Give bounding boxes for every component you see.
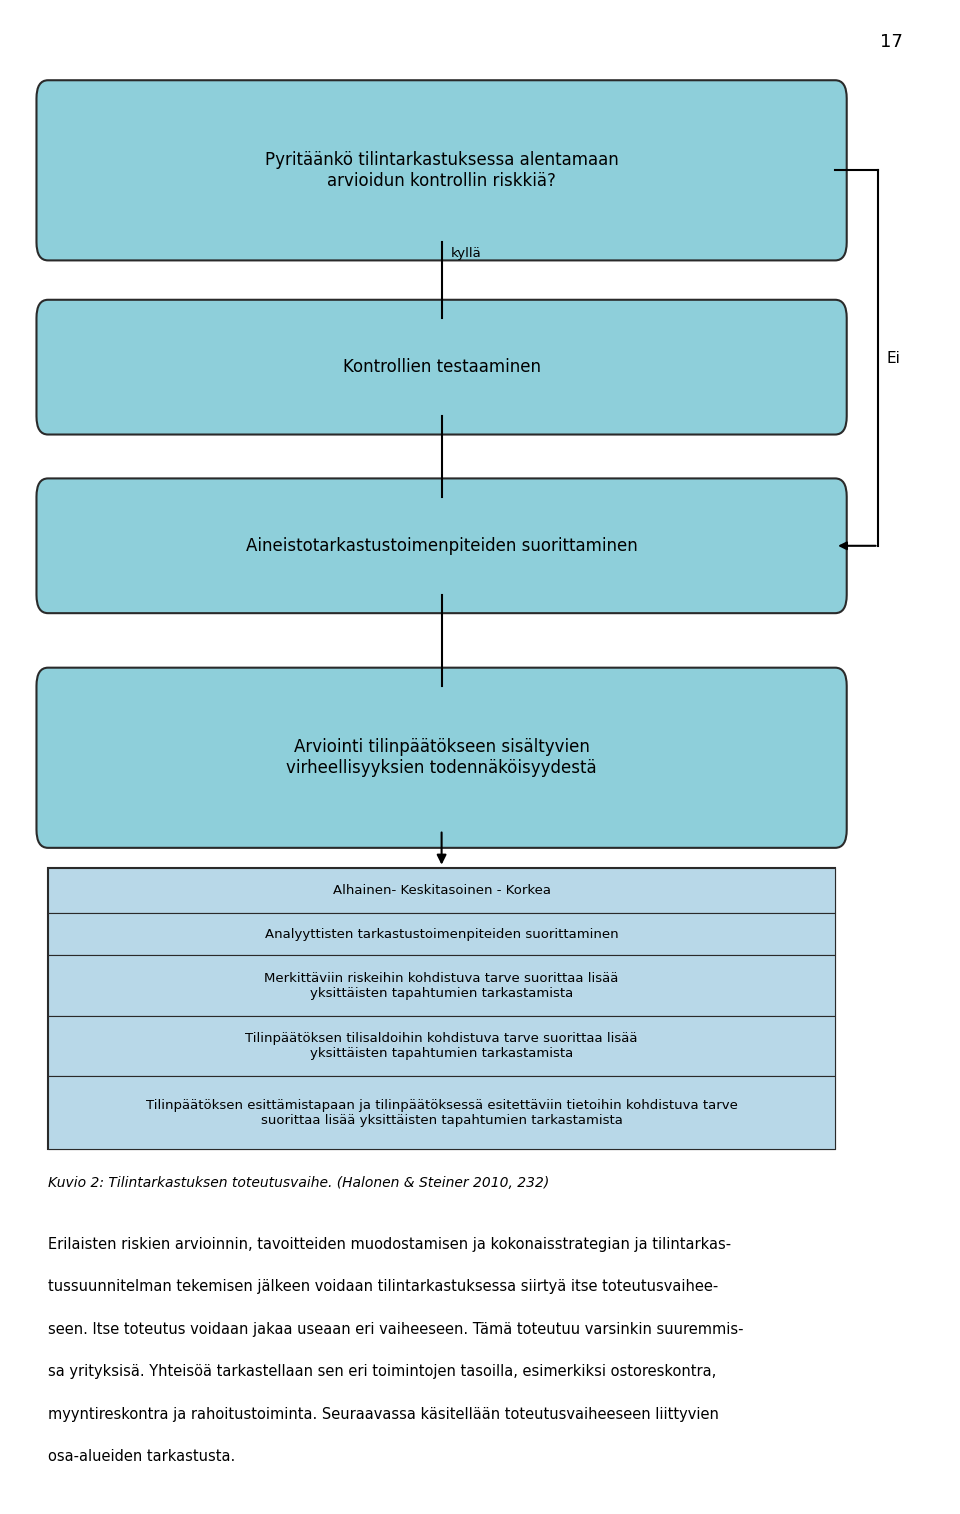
- FancyBboxPatch shape: [36, 478, 847, 613]
- FancyBboxPatch shape: [36, 668, 847, 848]
- Text: Pyritäänkö tilintarkastuksessa alentamaan
arvioidun kontrollin riskkiä?: Pyritäänkö tilintarkastuksessa alentamaa…: [265, 151, 618, 189]
- Text: Erilaisten riskien arvioinnin, tavoitteiden muodostamisen ja kokonaisstrategian : Erilaisten riskien arvioinnin, tavoittei…: [48, 1237, 732, 1252]
- Text: Kuvio 2: Tilintarkastuksen toteutusvaihe. (Halonen & Steiner 2010, 232): Kuvio 2: Tilintarkastuksen toteutusvaihe…: [48, 1176, 549, 1190]
- Text: Tilinpäätöksen tilisaldoihin kohdistuva tarve suorittaa lisää
yksittäisten tapah: Tilinpäätöksen tilisaldoihin kohdistuva …: [246, 1033, 637, 1060]
- Bar: [48, 1016, 835, 1076]
- Text: 17: 17: [879, 33, 902, 51]
- Text: Ei: Ei: [886, 351, 900, 365]
- Bar: [48, 868, 835, 1149]
- Text: Aineistotarkastustoimenpiteiden suorittaminen: Aineistotarkastustoimenpiteiden suoritta…: [246, 537, 637, 554]
- Text: Arviointi tilinpäätökseen sisältyvien
virheellisyyksien todennäköisyydestä: Arviointi tilinpäätökseen sisältyvien vi…: [286, 739, 597, 777]
- Text: seen. Itse toteutus voidaan jakaa useaan eri vaiheeseen. Tämä toteutuu varsinkin: seen. Itse toteutus voidaan jakaa useaan…: [48, 1322, 743, 1337]
- Text: sa yrityksisä. Yhteisöä tarkastellaan sen eri toimintojen tasoilla, esimerkiksi : sa yrityksisä. Yhteisöä tarkastellaan se…: [48, 1364, 716, 1379]
- Text: kyllä: kyllä: [451, 247, 482, 260]
- FancyBboxPatch shape: [36, 80, 847, 260]
- Text: Analyyttisten tarkastustoimenpiteiden suorittaminen: Analyyttisten tarkastustoimenpiteiden su…: [265, 928, 618, 940]
- Text: Kontrollien testaaminen: Kontrollien testaaminen: [343, 359, 540, 375]
- Bar: [48, 1076, 835, 1149]
- FancyBboxPatch shape: [36, 300, 847, 435]
- Bar: [48, 955, 835, 1016]
- Text: Alhainen- Keskitasoinen - Korkea: Alhainen- Keskitasoinen - Korkea: [332, 884, 551, 896]
- Bar: [48, 913, 835, 955]
- Text: tussuunnitelman tekemisen jälkeen voidaan tilintarkastuksessa siirtyä itse toteu: tussuunnitelman tekemisen jälkeen voidaa…: [48, 1279, 718, 1294]
- Text: Merkittäviin riskeihin kohdistuva tarve suorittaa lisää
yksittäisten tapahtumien: Merkittäviin riskeihin kohdistuva tarve …: [264, 972, 619, 999]
- Text: osa-alueiden tarkastusta.: osa-alueiden tarkastusta.: [48, 1449, 235, 1464]
- Bar: [48, 868, 835, 913]
- Text: Tilinpäätöksen esittämistapaan ja tilinpäätöksessä esitettäviin tietoihin kohdis: Tilinpäätöksen esittämistapaan ja tilinp…: [146, 1099, 737, 1126]
- Text: myyntireskontra ja rahoitustoiminta. Seuraavassa käsitellään toteutusvaiheeseen : myyntireskontra ja rahoitustoiminta. Seu…: [48, 1407, 719, 1422]
